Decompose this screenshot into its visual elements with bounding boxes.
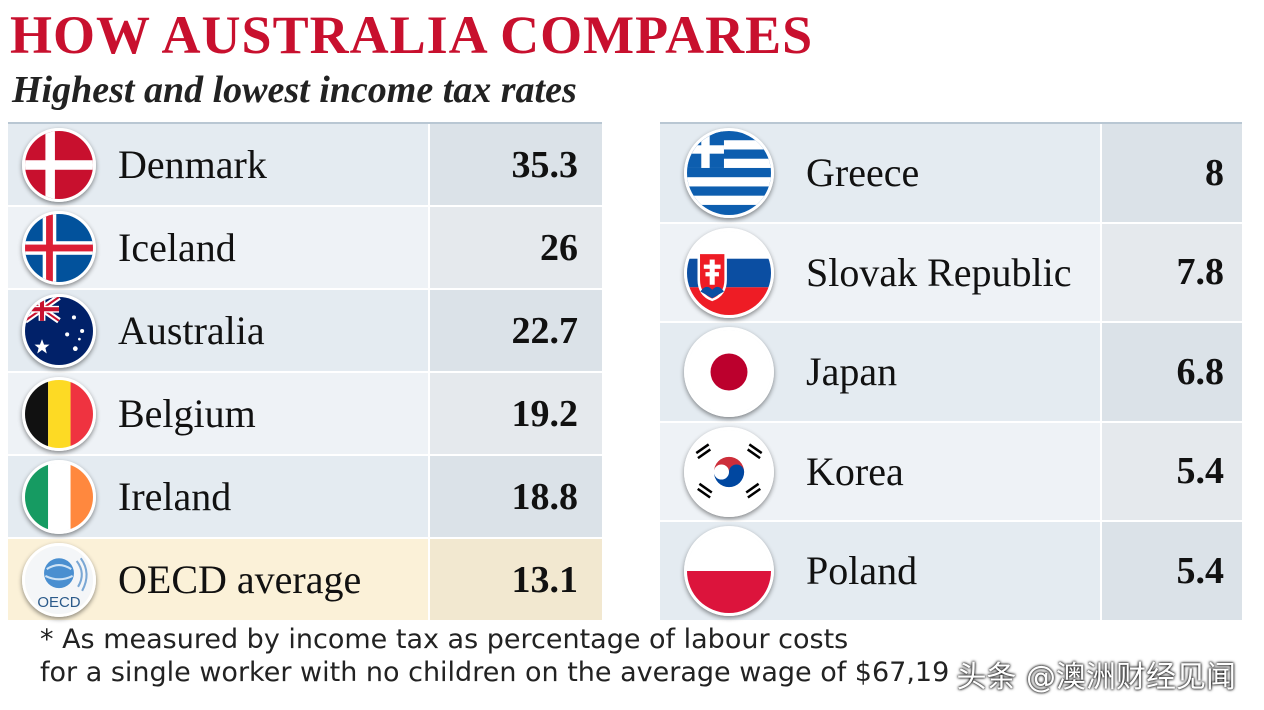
lowest-row: Korea 5.4: [660, 422, 1242, 522]
value-cell: 5.4: [1100, 422, 1242, 520]
value-cell: 7.8: [1100, 223, 1242, 321]
highest-row: Belgium 19.2: [8, 373, 602, 456]
chart-subtitle: Highest and lowest income tax rates: [12, 69, 577, 111]
tax-rate-value: 26: [540, 226, 578, 269]
japan-flag-icon: [684, 327, 774, 417]
tax-rate-value: 6.8: [1176, 350, 1225, 393]
belgium-flag-icon: [22, 377, 96, 451]
footnote-line-2: for a single worker with no children on …: [40, 657, 950, 688]
oecd-logo-icon: OECD: [22, 543, 96, 617]
oecd-logo-text: OECD: [37, 594, 80, 611]
highest-rates-table: Denmark 35.3 Iceland 26 Australia 22.7 Belgium…: [8, 122, 602, 622]
lowest-row: Slovak Republic 7.8: [660, 223, 1242, 323]
greece-flag-icon: [684, 128, 774, 218]
tax-rate-value: 35.3: [511, 143, 579, 186]
country-name: Korea: [806, 448, 904, 494]
value-cell: 5.4: [1100, 522, 1242, 620]
lowest-row: Greece 8: [660, 124, 1242, 224]
highest-row: Australia 22.7: [8, 290, 602, 373]
value-cell: 22.7: [428, 290, 602, 371]
value-cell: 19.2: [428, 373, 602, 454]
highest-row: OECD OECD average 13.1: [8, 539, 602, 622]
country-name: Denmark: [118, 142, 267, 187]
highest-row: Iceland 26: [8, 207, 602, 290]
value-cell: 26: [428, 207, 602, 288]
watermark: 头条 @澳洲财经见闻: [956, 660, 1236, 695]
chart-title: HOW AUSTRALIA COMPARES: [10, 5, 814, 65]
tax-rate-value: 7.8: [1176, 251, 1225, 294]
iceland-flag-icon: [22, 211, 96, 285]
value-cell: 8: [1100, 124, 1242, 222]
value-cell: 18.8: [428, 456, 602, 537]
value-cell: 6.8: [1100, 323, 1242, 421]
tax-rate-value: 22.7: [511, 309, 579, 352]
tax-rate-value: 8: [1205, 151, 1224, 194]
value-cell: 13.1: [428, 539, 602, 620]
country-name: Japan: [806, 349, 898, 395]
country-name: Greece: [806, 150, 920, 196]
tax-rate-value: 5.4: [1176, 450, 1225, 493]
lowest-row: Japan 6.8: [660, 323, 1242, 423]
tax-rate-value: 18.8: [511, 475, 579, 518]
tax-rate-value: 19.2: [511, 392, 579, 435]
country-name: Poland: [806, 548, 918, 594]
lowest-row: Poland 5.4: [660, 522, 1242, 622]
lowest-rates-table: Greece 8 Slovak Republic 7.8 Japan 6.8 Korea 5.…: [660, 122, 1242, 622]
footnote-line-1: * As measured by income tax as percentag…: [40, 624, 849, 655]
australia-flag-icon: [22, 294, 96, 368]
highest-row: Ireland 18.8: [8, 456, 602, 539]
country-name: Australia: [118, 308, 265, 353]
country-name: Ireland: [118, 474, 232, 519]
country-name: Slovak Republic: [806, 249, 1072, 295]
tax-rate-value: 13.1: [511, 558, 579, 601]
ireland-flag-icon: [22, 460, 96, 534]
poland-flag-icon: [684, 526, 774, 616]
country-name: OECD average: [118, 557, 362, 602]
highest-row: Denmark 35.3: [8, 124, 602, 207]
tax-rate-value: 5.4: [1176, 549, 1225, 592]
slovakia-flag-icon: [684, 227, 774, 318]
denmark-flag-icon: [22, 128, 96, 202]
country-name: Belgium: [118, 391, 256, 436]
value-cell: 35.3: [428, 124, 602, 205]
korea-flag-icon: [684, 426, 774, 517]
country-name: Iceland: [118, 225, 236, 270]
